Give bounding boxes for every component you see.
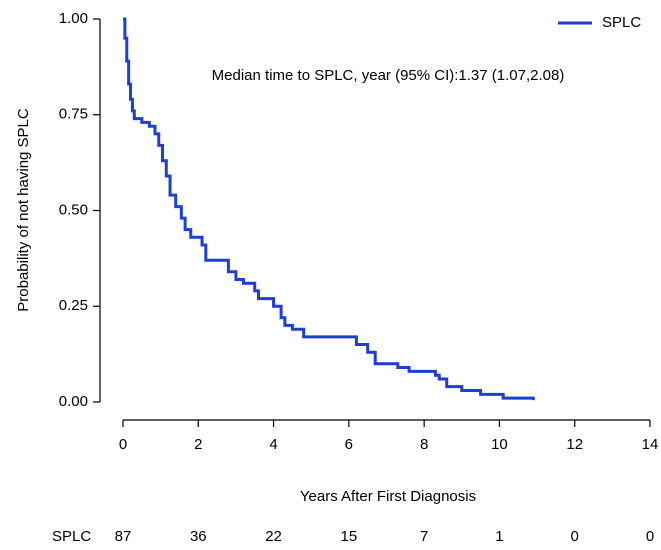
y-tick-label: 0.00: [59, 393, 88, 410]
y-tick-label: 0.25: [59, 297, 88, 314]
x-tick-label: 12: [566, 436, 583, 453]
x-axis-title: Years After First Diagnosis: [300, 488, 476, 505]
x-tick-label: 14: [642, 436, 659, 453]
risk-count: 87: [115, 528, 132, 545]
risk-count: 36: [190, 528, 207, 545]
risk-count: 0: [571, 528, 579, 545]
x-tick-label: 6: [345, 436, 353, 453]
risk-table-label: SPLC: [52, 528, 91, 545]
x-tick-label: 10: [491, 436, 508, 453]
x-tick-label: 4: [269, 436, 277, 453]
y-tick-label: 1.00: [59, 10, 88, 27]
survival-curve: [123, 17, 535, 401]
risk-count: 1: [495, 528, 503, 545]
legend-label: SPLC: [602, 14, 641, 31]
risk-count: 7: [420, 528, 428, 545]
x-tick-label: 8: [420, 436, 428, 453]
annotation: Median time to SPLC, year (95% CI):1.37 …: [212, 67, 565, 84]
risk-count: 15: [341, 528, 358, 545]
y-tick-label: 0.50: [59, 201, 88, 218]
x-tick-label: 0: [119, 436, 127, 453]
x-tick-label: 2: [194, 436, 202, 453]
risk-count: 0: [646, 528, 654, 545]
y-axis-title: Probability of not having SPLC: [15, 108, 32, 312]
risk-count: 22: [265, 528, 282, 545]
y-tick-label: 0.75: [59, 106, 88, 123]
